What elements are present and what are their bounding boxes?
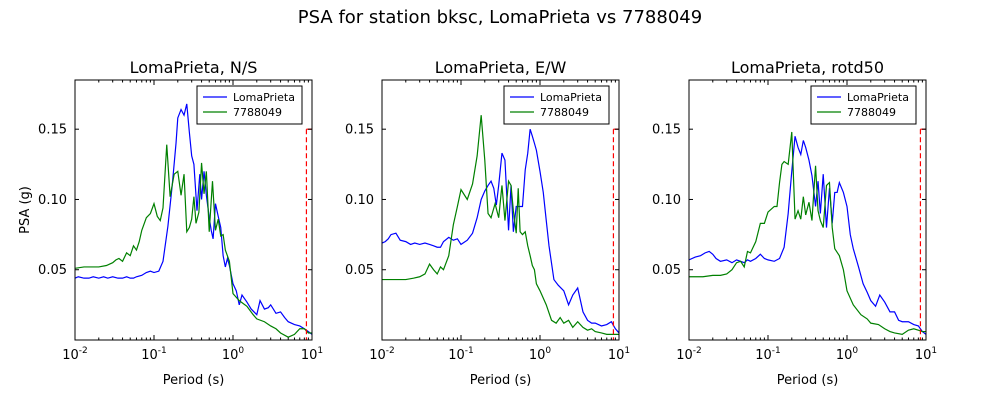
y-tick-label: 0.10 — [345, 193, 374, 208]
x-tick-label: 100 — [222, 346, 245, 363]
legend-box — [810, 85, 917, 125]
series-line-7788049 — [689, 131, 926, 336]
panel-title: LomaPrieta, N/S — [130, 58, 258, 77]
panel-title: LomaPrieta, rotd50 — [731, 58, 884, 77]
y-tick-label: 0.05 — [652, 263, 681, 278]
x-tick-label: 100 — [529, 346, 552, 363]
legend-label: 7788049 — [847, 106, 896, 119]
axes-frame — [74, 79, 313, 341]
x-tick-label: 10-2 — [62, 346, 88, 363]
series-line-lomaprieta — [689, 136, 926, 335]
legend-label: LomaPrieta — [540, 91, 602, 104]
series-line-lomaprieta — [382, 129, 619, 334]
legend-box — [196, 85, 303, 125]
panel-ew: LomaPrieta, E/W Period (s) 0.05 0.10 0.15 1… — [345, 58, 630, 388]
x-tick-label: 100 — [836, 346, 859, 363]
x-tick-label: 101 — [301, 346, 323, 363]
y-tick-label: 0.15 — [652, 123, 681, 138]
panel-ns: LomaPrieta, N/S PSA (g) Period (s) 0.05 0… — [18, 58, 323, 388]
legend-box — [503, 85, 610, 125]
series-line-lomaprieta — [75, 103, 312, 335]
y-tick-label: 0.05 — [345, 263, 374, 278]
x-tick-label: 101 — [608, 346, 630, 363]
legend-label: LomaPrieta — [847, 91, 909, 104]
panel-title: LomaPrieta, E/W — [435, 58, 567, 77]
panel-rotd50: LomaPrieta, rotd50 Period (s) 0.05 0.10 0.… — [652, 58, 937, 388]
x-tick-label: 10-1 — [755, 346, 781, 363]
legend-label: LomaPrieta — [233, 91, 295, 104]
y-tick-label: 0.15 — [38, 123, 67, 138]
figure-title: PSA for station bksc, LomaPrieta vs 7788… — [298, 7, 702, 28]
x-axis-label: Period (s) — [470, 373, 532, 388]
x-axis-label: Period (s) — [163, 373, 225, 388]
axes-frame — [381, 79, 620, 341]
x-tick-label: 10-2 — [369, 346, 395, 363]
x-tick-label: 10-1 — [448, 346, 474, 363]
legend-label: 7788049 — [233, 106, 282, 119]
x-axis-label: Period (s) — [777, 373, 839, 388]
x-tick-label: 101 — [915, 346, 937, 363]
y-tick-label: 0.15 — [345, 123, 374, 138]
x-tick-label: 10-2 — [676, 346, 702, 363]
y-axis-label: PSA (g) — [18, 186, 33, 234]
axes-frame — [688, 79, 927, 341]
y-tick-label: 0.10 — [652, 193, 681, 208]
x-tick-label: 10-1 — [141, 346, 167, 363]
y-tick-label: 0.10 — [38, 193, 67, 208]
series-line-7788049 — [75, 144, 312, 338]
legend-label: 7788049 — [540, 106, 589, 119]
series-line-7788049 — [382, 115, 619, 335]
y-tick-label: 0.05 — [38, 263, 67, 278]
